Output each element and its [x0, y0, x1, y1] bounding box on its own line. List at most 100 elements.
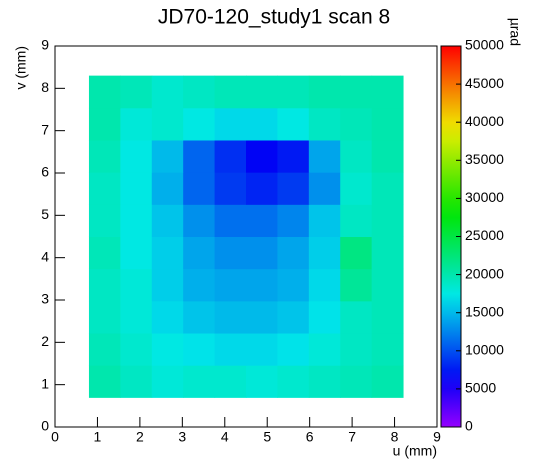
heat-cell	[214, 365, 247, 398]
y-tick-label: 2	[41, 333, 49, 349]
heat-cell	[214, 204, 247, 237]
heat-cell	[120, 107, 153, 141]
x-tick-label: 7	[348, 429, 356, 445]
colorbar-tick-label: 40000	[465, 113, 504, 129]
heat-cell	[151, 236, 184, 270]
heat-cell	[371, 75, 404, 109]
heat-cell	[183, 172, 216, 205]
y-tick-label: 9	[41, 37, 49, 53]
heat-cell	[340, 172, 373, 205]
heat-cell	[183, 107, 216, 141]
colorbar-tick-label: 30000	[465, 189, 504, 205]
x-tick-label: 1	[94, 429, 102, 445]
heat-cell	[308, 365, 341, 398]
heat-cell	[246, 300, 278, 334]
heat-cell	[308, 236, 341, 270]
x-tick-label: 8	[391, 429, 399, 445]
x-tick-label: 6	[306, 429, 314, 445]
x-tick-label: 3	[178, 429, 186, 445]
plot-frame	[54, 45, 438, 428]
heat-cell	[88, 300, 121, 334]
heat-cell	[88, 172, 121, 205]
heat-cell	[88, 236, 121, 270]
colorbar-tick-label: 45000	[465, 75, 504, 91]
heat-cell	[183, 333, 216, 366]
heat-cell	[371, 204, 404, 237]
heat-cell	[277, 236, 310, 270]
heat-cell	[246, 236, 278, 270]
heat-cell	[308, 107, 341, 141]
heat-cell	[120, 268, 153, 302]
heat-cell	[151, 333, 184, 366]
x-axis-label: u (mm)	[393, 443, 437, 459]
heat-cell	[151, 204, 184, 237]
heat-cell	[151, 268, 184, 302]
heat-cell	[151, 172, 184, 205]
heat-cell	[340, 139, 373, 173]
heat-cell	[246, 139, 278, 173]
colorbar-tick-label: 35000	[465, 151, 504, 167]
heat-cell	[183, 139, 216, 173]
y-tick-label: 4	[41, 248, 49, 264]
heat-cell	[340, 300, 373, 334]
heat-cell	[183, 75, 216, 109]
heat-cell	[340, 268, 373, 302]
x-tick-label: 4	[221, 429, 229, 445]
heat-cell	[183, 268, 216, 302]
heat-cell	[277, 139, 310, 173]
heat-cell	[214, 139, 247, 173]
heat-cell	[277, 204, 310, 237]
y-tick-label: 1	[41, 375, 49, 391]
heat-cell	[371, 236, 404, 270]
chart-title: JD70-120_study1 scan 8	[158, 6, 390, 29]
y-tick-label: 3	[41, 291, 49, 307]
y-tick-label: 8	[41, 79, 49, 95]
heat-cell	[340, 107, 373, 141]
y-tick-label: 5	[41, 206, 49, 222]
heat-cell	[308, 172, 341, 205]
x-tick-label: 2	[136, 429, 144, 445]
x-tick-label: 5	[263, 429, 271, 445]
colorbar-tick-label: 0	[465, 418, 473, 434]
heat-cell	[214, 236, 247, 270]
heat-cell	[246, 172, 278, 205]
heat-cell	[308, 333, 341, 366]
y-axis-label: v (mm)	[13, 46, 29, 90]
heat-cell	[183, 365, 216, 398]
heat-cell	[183, 300, 216, 334]
heat-cell	[246, 268, 278, 302]
colorbar-tick-label: 25000	[465, 227, 504, 243]
y-tick-label: 0	[41, 418, 49, 434]
heat-cell	[214, 75, 247, 109]
x-tick-label: 0	[51, 429, 59, 445]
heat-cell	[214, 268, 247, 302]
heat-cell	[214, 300, 247, 334]
heat-cell	[371, 107, 404, 141]
heat-cell	[277, 365, 310, 398]
heat-cell	[308, 204, 341, 237]
heat-cell	[120, 236, 153, 270]
heat-cell	[214, 333, 247, 366]
heat-cell	[214, 107, 247, 141]
heat-cell	[120, 172, 153, 205]
colorbar-label: µrad	[507, 18, 523, 46]
heat-cell	[371, 268, 404, 302]
heat-cell	[151, 365, 184, 398]
heat-cell	[277, 75, 310, 109]
heat-cell	[340, 75, 373, 109]
colorbar-tick-label: 10000	[465, 342, 504, 358]
heat-cell	[246, 75, 278, 109]
heat-cell	[340, 333, 373, 366]
heat-cell	[120, 75, 153, 109]
heat-cell	[120, 300, 153, 334]
heat-cell	[120, 204, 153, 237]
heat-cell	[277, 172, 310, 205]
colorbar-tick-label: 50000	[465, 37, 504, 53]
heat-cell	[120, 139, 153, 173]
heat-cell	[88, 75, 121, 109]
heat-cell	[151, 139, 184, 173]
heat-cell	[214, 172, 247, 205]
colorbar-tick-label: 5000	[465, 380, 496, 396]
heat-cell	[308, 268, 341, 302]
